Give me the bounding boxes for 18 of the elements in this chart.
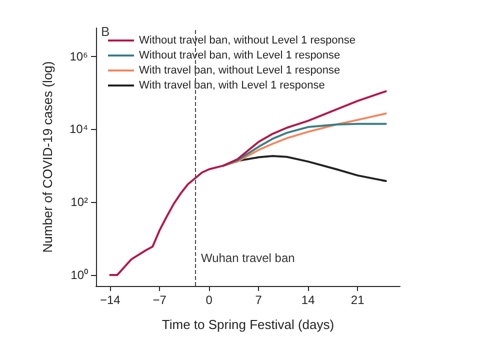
y-tick-label: 10⁰ (70, 268, 88, 282)
y-tick-label: 10² (70, 195, 88, 210)
line-series (222, 112, 387, 167)
legend-label: Without travel ban, without Level 1 response (139, 34, 356, 46)
x-tick-label: 7 (255, 293, 262, 307)
ref-line-label: Wuhan travel ban (200, 251, 295, 265)
x-tick-label: 21 (350, 293, 365, 307)
line-series (109, 90, 387, 276)
chart-title: B (101, 24, 110, 39)
x-axis-title: Time to Spring Festival (days) (162, 317, 334, 332)
x-tick-label: 14 (301, 293, 316, 307)
legend-label: Without travel ban, with Level 1 response (139, 50, 340, 62)
y-tick-label: 10⁶ (70, 49, 88, 64)
x-tick-label: −7 (152, 293, 167, 307)
x-tick-label: −14 (100, 293, 121, 307)
x-tick-label: 0 (206, 293, 213, 307)
y-tick-label: 10⁴ (69, 122, 88, 136)
y-axis-title: Number of COVID-19 cases (log) (40, 61, 55, 253)
